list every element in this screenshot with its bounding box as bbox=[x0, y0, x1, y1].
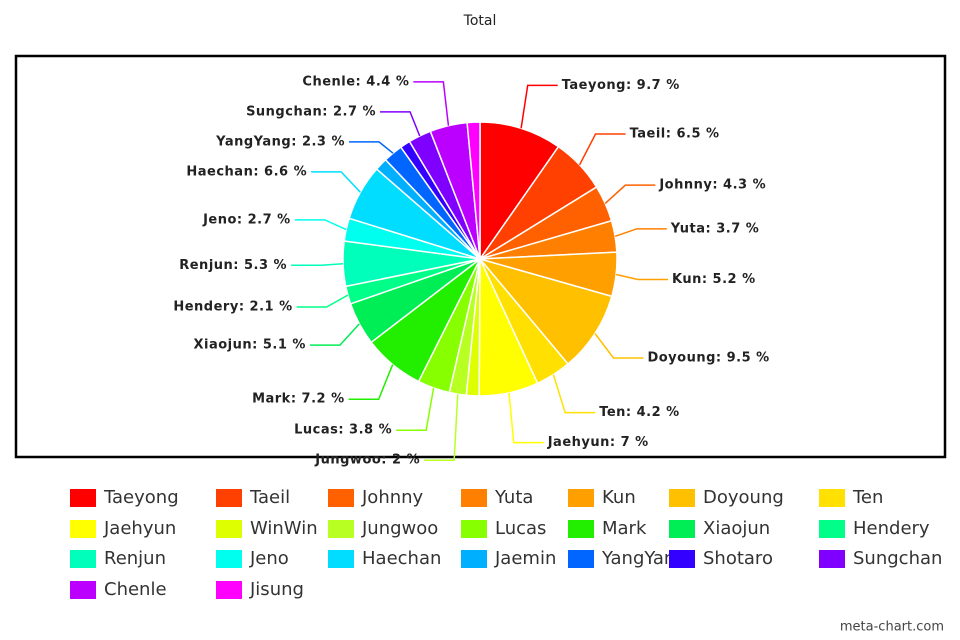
leader-line bbox=[520, 84, 558, 129]
data-label: Jeno: 2.7 % bbox=[202, 212, 291, 227]
data-label: Taeil: 6.5 % bbox=[630, 126, 720, 141]
legend-swatch bbox=[216, 550, 242, 568]
legend-swatch bbox=[70, 550, 96, 568]
legend-label: Jeno bbox=[249, 548, 289, 569]
legend-label: Jaemin bbox=[494, 548, 556, 569]
leader-line bbox=[296, 294, 349, 308]
data-label: Jungwoo: 2 % bbox=[314, 453, 420, 468]
leader-line bbox=[552, 374, 596, 414]
legend-label: Jisung bbox=[249, 579, 304, 600]
legend-swatch bbox=[70, 489, 96, 507]
legend-swatch bbox=[819, 520, 845, 538]
legend-label: Haechan bbox=[362, 548, 441, 569]
legend-label: Renjun bbox=[104, 548, 166, 569]
legend-swatch bbox=[461, 520, 487, 538]
legend-label: Mark bbox=[602, 518, 647, 539]
legend-swatch bbox=[461, 550, 487, 568]
pie-slice bbox=[479, 121, 560, 262]
legend-label: Xiaojun bbox=[703, 518, 770, 539]
legend-swatch bbox=[70, 520, 96, 538]
data-label: Hendery: 2.1 % bbox=[173, 300, 292, 315]
credit: meta-chart.com bbox=[840, 620, 944, 635]
data-label: Ten: 4.2 % bbox=[599, 405, 680, 420]
legend-label: YangYang bbox=[601, 548, 687, 569]
data-label: Jaehyun: 7 % bbox=[547, 435, 649, 450]
legend-swatch bbox=[669, 520, 695, 538]
leader-line bbox=[294, 219, 347, 231]
legend-swatch bbox=[328, 489, 354, 507]
leader-line bbox=[396, 387, 435, 431]
legend-label: Jaehyun bbox=[103, 518, 176, 539]
legend-swatch bbox=[669, 489, 695, 507]
legend-swatch bbox=[216, 520, 242, 538]
legend-label: Doyoung bbox=[703, 487, 784, 508]
legend-label: Taeyong bbox=[103, 487, 179, 508]
leader-line bbox=[604, 184, 656, 204]
legend-swatch bbox=[216, 581, 242, 599]
legend-label: Lucas bbox=[495, 518, 546, 539]
leader-line bbox=[614, 228, 667, 238]
legend-swatch bbox=[819, 489, 845, 507]
legend-label: Shotaro bbox=[703, 548, 773, 569]
data-label: Taeyong: 9.7 % bbox=[562, 78, 680, 93]
legend-swatch bbox=[819, 550, 845, 568]
legend-label: Jungwoo bbox=[361, 518, 438, 539]
data-label: Mark: 7.2 % bbox=[252, 392, 345, 407]
legend-swatch bbox=[568, 520, 594, 538]
legend-swatch bbox=[328, 550, 354, 568]
legend-label: Yuta bbox=[494, 487, 533, 508]
data-label: Johnny: 4.3 % bbox=[658, 178, 766, 193]
data-label: Renjun: 5.3 % bbox=[179, 258, 287, 273]
legend-swatch bbox=[216, 489, 242, 507]
legend-swatch bbox=[328, 520, 354, 538]
data-label: YangYang: 2.3 % bbox=[215, 134, 345, 149]
legend-label: Chenle bbox=[104, 579, 167, 600]
leader-line bbox=[615, 273, 668, 281]
leader-line bbox=[594, 333, 644, 359]
legend-label: Sungchan bbox=[853, 548, 942, 569]
legend-label: Kun bbox=[602, 487, 636, 508]
leader-line bbox=[380, 111, 421, 137]
data-label: Lucas: 3.8 % bbox=[294, 423, 392, 438]
data-label: Sungchan: 2.7 % bbox=[246, 104, 376, 119]
legend-swatch bbox=[70, 581, 96, 599]
data-label: Xiaojun: 5.1 % bbox=[193, 338, 305, 353]
pie-slice bbox=[466, 121, 481, 260]
data-label: Yuta: 3.7 % bbox=[670, 221, 760, 236]
leader-line bbox=[309, 323, 360, 346]
data-label: Haechan: 6.6 % bbox=[186, 164, 307, 179]
legend-label: Ten bbox=[852, 487, 883, 508]
legend-label: Johnny bbox=[361, 487, 424, 508]
data-label: Chenle: 4.4 % bbox=[302, 74, 409, 89]
leader-line bbox=[424, 394, 459, 461]
leader-line bbox=[413, 81, 450, 126]
leader-line bbox=[348, 364, 394, 400]
leader-line bbox=[311, 171, 361, 193]
plot-frame bbox=[14, 54, 947, 459]
leader-line bbox=[291, 262, 344, 267]
legend-swatch bbox=[669, 550, 695, 568]
leader-line bbox=[349, 141, 394, 154]
legend-swatch bbox=[568, 489, 594, 507]
data-label: Doyoung: 9.5 % bbox=[647, 350, 769, 365]
data-label: Kun: 5.2 % bbox=[672, 272, 756, 287]
legend-label: WinWin bbox=[250, 518, 318, 539]
pie-slice bbox=[477, 257, 613, 366]
chart-title: Total bbox=[463, 13, 497, 29]
leader-line bbox=[508, 392, 544, 444]
leader-line bbox=[578, 133, 626, 166]
legend-label: Hendery bbox=[853, 518, 930, 539]
legend-swatch bbox=[461, 489, 487, 507]
legend-swatch bbox=[568, 550, 594, 568]
legend-label: Taeil bbox=[249, 487, 290, 508]
